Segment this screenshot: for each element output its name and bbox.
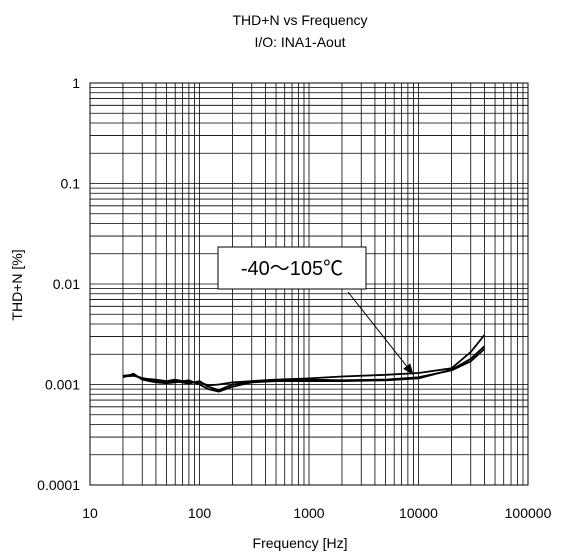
y-axis-label: THD+N [%] <box>9 249 25 320</box>
y-tick-label: 0.0001 <box>37 477 80 493</box>
annotation-text: -40～105℃ <box>241 258 343 280</box>
series-line-2 <box>122 345 486 393</box>
x-tick-label: 1000 <box>293 505 324 521</box>
y-tick-label: 1 <box>72 75 80 91</box>
chart-title: THD+N vs Frequency <box>233 12 368 28</box>
series-line-3 <box>122 348 485 392</box>
x-tick-label: 10000 <box>399 505 438 521</box>
annotation-arrow <box>347 291 414 376</box>
tick-layer: 10 100 1000 10000 100000 0.0001 0.001 0.01 0.1 1 <box>37 75 551 521</box>
annotation-box <box>217 246 367 290</box>
y-tick-label: 0.001 <box>45 377 80 393</box>
chart-subtitle: I/O: INA1-Aout <box>254 34 345 50</box>
plot-frame <box>89 82 529 486</box>
annotation: -40～105℃ <box>217 246 414 376</box>
x-tick-label: 10 <box>82 505 98 521</box>
annotation-arrowhead <box>403 363 414 375</box>
x-tick-label: 100 <box>188 505 212 521</box>
x-tick-label: 100000 <box>505 505 552 521</box>
x-axis-label: Frequency [Hz] <box>253 535 348 551</box>
y-tick-label: 0.1 <box>61 176 81 192</box>
y-tick-label: 0.01 <box>53 276 80 292</box>
